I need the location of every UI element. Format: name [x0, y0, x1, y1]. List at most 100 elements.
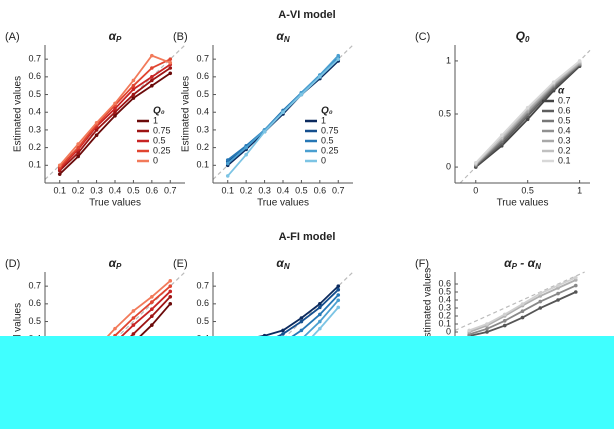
- data-point: [94, 121, 99, 125]
- x-tick-label: 0.6: [314, 185, 327, 195]
- data-point: [168, 71, 173, 76]
- legend-label: 0.7: [558, 95, 571, 105]
- panel-label: (E): [173, 258, 188, 270]
- data-point: [556, 291, 560, 296]
- y-axis-label: Estimated values: [13, 76, 24, 152]
- title-main: Q: [516, 29, 526, 43]
- data-point: [113, 101, 117, 106]
- data-point: [485, 327, 489, 331]
- data-point: [113, 106, 117, 111]
- data-point: [94, 128, 99, 132]
- panel-title: αP: [109, 256, 122, 271]
- data-point: [502, 319, 507, 323]
- legend-label: 1: [321, 115, 326, 125]
- data-point: [168, 60, 173, 65]
- legend-label: 0.6: [558, 105, 571, 115]
- legend-title: Q₀: [321, 106, 333, 117]
- data-point: [113, 326, 117, 331]
- x-tick-label: 0: [473, 185, 478, 195]
- legend-label: 1: [153, 115, 158, 125]
- legend-title: α: [558, 86, 565, 97]
- legend-label: 0.75: [321, 125, 339, 135]
- data-point: [299, 316, 304, 320]
- panel-label: (C): [415, 31, 430, 43]
- data-point: [467, 328, 472, 333]
- legend-label: 0.5: [321, 135, 334, 145]
- data-point: [168, 57, 173, 61]
- data-point: [131, 87, 136, 92]
- data-point: [168, 294, 173, 299]
- y-tick-label: 0.4: [196, 107, 209, 117]
- y-tick-label: 0.5: [28, 89, 41, 99]
- data-point: [225, 158, 230, 162]
- x-tick-label: 0.5: [521, 185, 534, 195]
- panel-title: αP - αN: [504, 256, 541, 271]
- data-point: [225, 161, 230, 166]
- data-point: [281, 328, 285, 333]
- data-point: [551, 80, 556, 84]
- data-point: [76, 142, 80, 146]
- data-point: [150, 300, 154, 304]
- x-axis-label: True values: [89, 198, 141, 209]
- data-point: [150, 78, 154, 83]
- title-main: - α: [517, 256, 536, 270]
- data-point: [520, 309, 525, 314]
- data-point: [318, 326, 322, 331]
- y-tick-label: 0.6: [438, 278, 451, 288]
- legend-label: 0: [321, 155, 326, 165]
- data-point: [336, 287, 341, 292]
- x-tick-label: 0.4: [109, 185, 122, 195]
- y-tick-label: 0.7: [28, 281, 41, 291]
- data-point: [577, 59, 582, 63]
- data-point: [556, 298, 560, 302]
- title-sub: N: [284, 35, 290, 44]
- overlay: [0, 336, 614, 429]
- y-tick-label: 0.5: [196, 316, 209, 326]
- data-point: [168, 289, 173, 294]
- data-point: [520, 302, 525, 306]
- data-point: [76, 154, 80, 159]
- y-tick-label: 0.5: [438, 286, 451, 296]
- y-axis-label: Estimated values: [423, 268, 434, 344]
- legend-label: 0.5: [558, 115, 571, 125]
- data-point: [525, 105, 530, 110]
- data-point: [57, 163, 62, 168]
- data-point: [336, 53, 341, 58]
- data-point: [299, 92, 304, 97]
- x-tick-label: 0.2: [72, 185, 85, 195]
- y-tick-label: 0.1: [196, 160, 209, 170]
- data-point: [131, 83, 136, 88]
- y-tick-label: 0.5: [438, 108, 451, 118]
- panel-label: (B): [173, 31, 188, 43]
- y-tick-label: 0.6: [196, 71, 209, 81]
- legend-label: 0.25: [153, 145, 171, 155]
- legend-label: 0: [153, 155, 158, 165]
- title-main: α: [504, 256, 512, 270]
- data-point: [131, 92, 136, 97]
- x-axis-label: True values: [257, 198, 309, 209]
- data-point: [502, 323, 507, 328]
- title-sub: P: [116, 262, 122, 271]
- super-title: A-VI model: [278, 9, 335, 21]
- data-point: [299, 319, 304, 324]
- data-point: [150, 314, 154, 319]
- title-main: α: [276, 29, 284, 43]
- data-point: [573, 275, 578, 280]
- y-tick-label: 0.7: [196, 54, 209, 64]
- data-point: [336, 57, 341, 61]
- data-point: [150, 323, 154, 327]
- y-tick-label: 0.6: [28, 71, 41, 81]
- data-point: [168, 302, 173, 306]
- data-point: [168, 284, 173, 288]
- data-point: [318, 302, 322, 306]
- x-tick-label: 0.1: [221, 185, 234, 195]
- y-tick-label: 0.3: [438, 302, 451, 312]
- data-point: [57, 172, 62, 176]
- panel-title: αN: [276, 29, 289, 44]
- title-main: α: [109, 29, 117, 43]
- data-point: [485, 322, 489, 326]
- data-point: [244, 152, 248, 157]
- x-tick-label: 0.7: [164, 185, 177, 195]
- data-point: [225, 174, 230, 178]
- legend-title: Q₀: [153, 106, 165, 117]
